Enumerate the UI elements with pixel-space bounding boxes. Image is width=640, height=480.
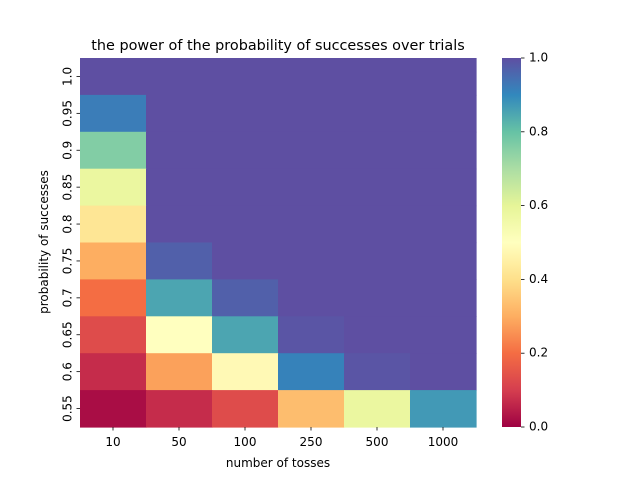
heatmap-cell <box>278 131 345 170</box>
x-tick-label: 100 <box>234 435 257 449</box>
heatmap-cell <box>212 279 279 317</box>
heatmap-cell <box>344 94 411 133</box>
y-tick-labels: 1.0 0.95 0.9 0.85 0.8 0.75 0.7 0.65 0.6 0.55 <box>61 67 80 422</box>
heatmap-cell <box>410 390 477 428</box>
chart-title: the power of the probability of successe… <box>91 38 464 54</box>
y-tick-label: 0.7 <box>61 288 75 307</box>
heatmap-cell <box>212 131 279 170</box>
colorbar-tick-label: 0.0 <box>529 420 548 434</box>
heatmap-cell <box>278 353 345 391</box>
heatmap-cell <box>80 168 147 207</box>
y-tick-label: 0.95 <box>61 100 75 127</box>
heatmap-cell <box>410 316 477 354</box>
x-tick-label: 250 <box>300 435 323 449</box>
heatmap-cell <box>80 316 147 354</box>
heatmap-cell <box>344 58 411 96</box>
heatmap-cell <box>146 94 213 133</box>
y-tick-label: 0.65 <box>61 321 75 348</box>
heatmap-cell <box>344 279 411 317</box>
x-tick-label: 50 <box>171 435 186 449</box>
heatmap-cell <box>212 353 279 391</box>
heatmap-cell <box>278 390 345 428</box>
heatmap-cell <box>146 168 213 207</box>
x-axis-label: number of tosses <box>226 456 330 470</box>
colorbar-tick-label: 0.4 <box>529 272 548 286</box>
heatmap-cell <box>344 242 411 280</box>
heatmap-cell <box>212 242 279 280</box>
heatmap-cell <box>80 58 147 96</box>
heatmap-cell <box>80 353 147 391</box>
colorbar-tick-label: 1.0 <box>529 51 548 65</box>
heatmap-cell <box>80 94 147 133</box>
heatmap-cell <box>344 131 411 170</box>
heatmap-cell <box>278 242 345 280</box>
heatmap-cell <box>410 279 477 317</box>
heatmap-cell <box>410 168 477 207</box>
y-tick-label: 0.55 <box>61 395 75 422</box>
colorbar-tick-labels: 0.0 0.2 0.4 0.6 0.8 1.0 <box>521 51 548 434</box>
y-tick-label: 0.6 <box>61 362 75 381</box>
heatmap-cells <box>80 58 477 428</box>
colorbar-tick-label: 0.2 <box>529 346 548 360</box>
heatmap-cell <box>212 94 279 133</box>
heatmap-cell <box>80 131 147 170</box>
y-axis-label: probability of successes <box>37 170 51 314</box>
heatmap-cell <box>146 205 213 244</box>
heatmap-cell <box>278 168 345 207</box>
heatmap-cell <box>410 242 477 280</box>
heatmap-cell <box>80 390 147 428</box>
heatmap-cell <box>146 242 213 280</box>
heatmap-cell <box>80 279 147 317</box>
heatmap-cell <box>80 242 147 280</box>
x-tick-labels: 10 50 100 250 500 1000 <box>105 427 458 449</box>
y-tick-label: 0.8 <box>61 215 75 234</box>
x-tick-label: 1000 <box>428 435 459 449</box>
colorbar-tick-label: 0.6 <box>529 198 548 212</box>
heatmap-cell <box>146 316 213 354</box>
heatmap-cell <box>410 131 477 170</box>
x-tick-label: 500 <box>366 435 389 449</box>
heatmap-cell <box>146 353 213 391</box>
colorbar <box>502 58 521 427</box>
heatmap-cell <box>344 390 411 428</box>
y-tick-label: 1.0 <box>61 67 75 86</box>
x-tick-label: 10 <box>105 435 120 449</box>
heatmap-cell <box>344 205 411 244</box>
heatmap-cell <box>212 58 279 96</box>
y-tick-label: 0.75 <box>61 248 75 275</box>
heatmap-cell <box>410 205 477 244</box>
heatmap-cell <box>146 131 213 170</box>
heatmap-cell <box>212 168 279 207</box>
heatmap-cell <box>344 353 411 391</box>
heatmap-cell <box>80 205 147 244</box>
heatmap-cell <box>278 205 345 244</box>
heatmap-cell <box>278 316 345 354</box>
heatmap-cell <box>146 58 213 96</box>
heatmap-cell <box>278 94 345 133</box>
heatmap-cell <box>146 279 213 317</box>
y-tick-label: 0.85 <box>61 174 75 201</box>
heatmap-cell <box>278 58 345 96</box>
heatmap-cell <box>146 390 213 428</box>
colorbar-tick-label: 0.8 <box>529 124 548 138</box>
heatmap-cell <box>278 279 345 317</box>
y-tick-label: 0.9 <box>61 141 75 160</box>
heatmap-cell <box>212 390 279 428</box>
heatmap-cell <box>410 94 477 133</box>
heatmap-cell <box>212 316 279 354</box>
heatmap-cell <box>344 316 411 354</box>
heatmap-cell <box>344 168 411 207</box>
heatmap-cell <box>410 58 477 96</box>
heatmap-cell <box>410 353 477 391</box>
heatmap-cell <box>212 205 279 244</box>
